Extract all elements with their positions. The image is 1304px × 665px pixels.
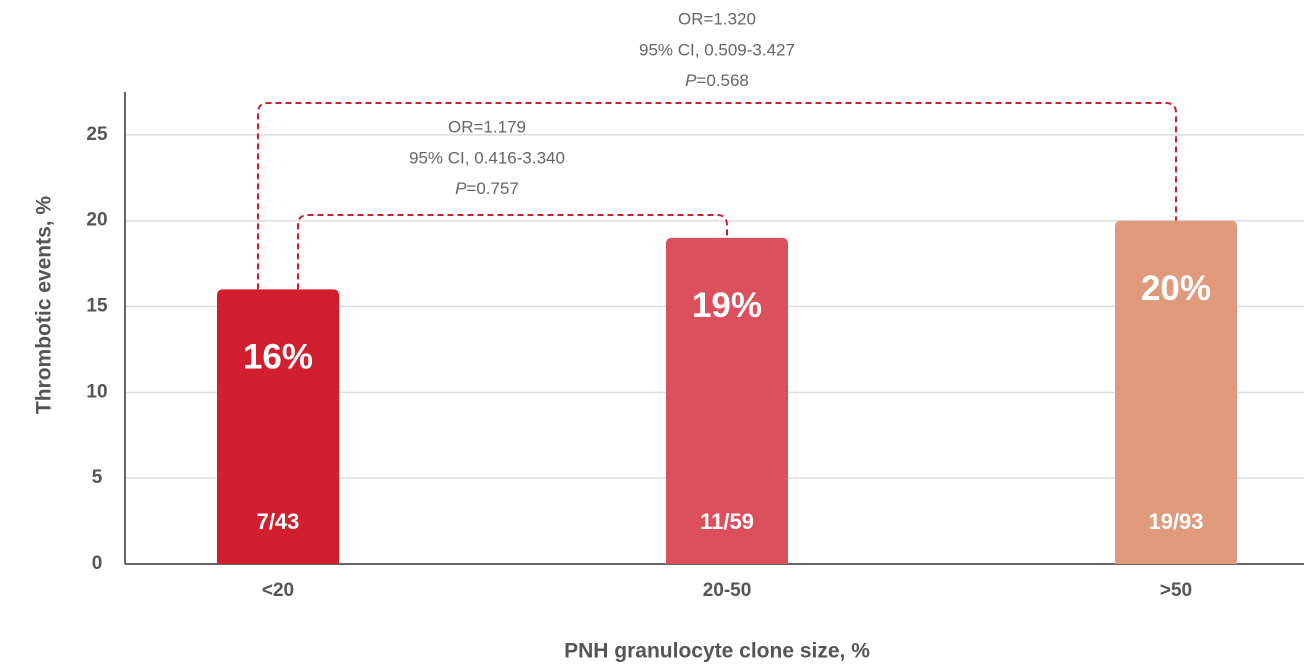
y-tick-label: 25 [86,124,108,145]
bar [666,237,788,564]
x-axis-label: PNH granulocyte clone size, % [564,640,870,663]
y-tick-label: 10 [86,381,107,402]
bar [1115,220,1237,564]
bar-value-label: 19% [692,286,762,325]
comparison-bracket [297,214,728,290]
bar-value-label: 16% [243,338,313,377]
p-value: P=0.568 [685,71,749,90]
x-tick-label: >50 [1160,580,1192,601]
bar-count-label: 11/59 [700,509,754,534]
p-number: =0.568 [696,71,748,90]
y-tick-label: 15 [86,296,108,317]
comparison-bracket [257,102,1177,290]
bar-count-label: 7/43 [257,509,300,534]
confidence-interval: 95% CI, 0.509-3.427 [639,40,795,59]
odds-ratio: OR=1.320 [678,9,756,28]
x-tick-label: <20 [262,580,294,601]
x-tick-label: 20-50 [703,580,752,601]
bar-count-label: 19/93 [1148,509,1203,534]
y-axis-label: Thrombotic events, % [33,196,56,415]
p-symbol: P [455,179,467,198]
p-number: =0.757 [466,179,518,198]
y-tick-label: 5 [92,467,103,488]
bar [217,289,339,564]
y-tick-label: 20 [86,210,107,231]
p-symbol: P [685,71,697,90]
odds-ratio: OR=1.179 [448,117,526,136]
p-value: P=0.757 [455,179,519,198]
confidence-interval: 95% CI, 0.416-3.340 [409,148,565,167]
y-tick-label: 0 [92,553,103,574]
bar-value-label: 20% [1141,269,1211,308]
